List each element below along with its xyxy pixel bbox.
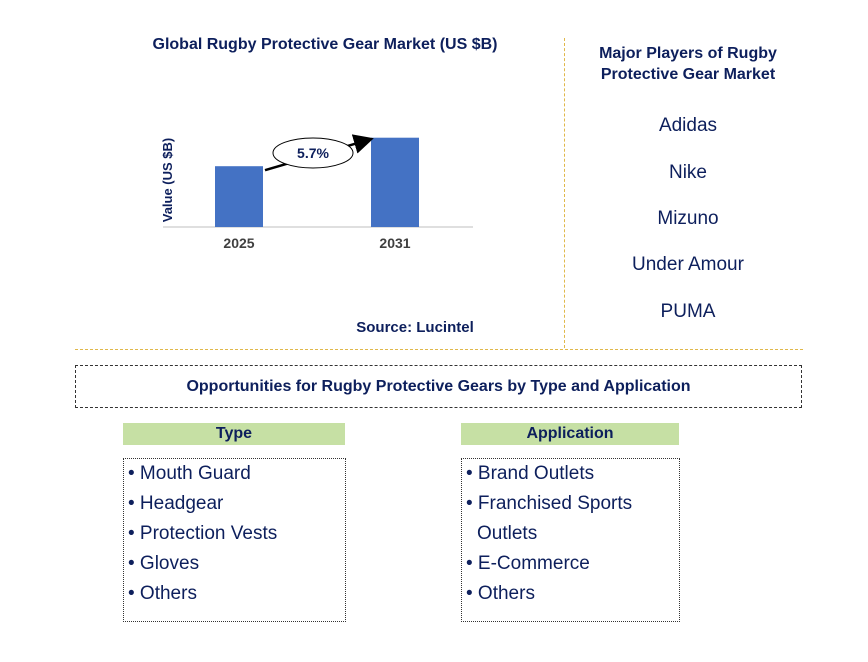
type-list: • Mouth Guard • Headgear • Protection Ve… bbox=[123, 458, 346, 622]
bar-2031 bbox=[371, 137, 419, 227]
list-item: • Others bbox=[466, 583, 535, 604]
list-item: Outlets bbox=[477, 523, 538, 544]
list-item: • Brand Outlets bbox=[466, 463, 595, 484]
y-axis-label: Value (US $B) bbox=[160, 138, 175, 223]
x-tick-label: 2031 bbox=[379, 235, 410, 251]
player-mizuno: Mizuno bbox=[657, 208, 719, 229]
players-title: Major Players of Rugby Protective Gear M… bbox=[599, 45, 777, 83]
list-item: • Franchised Sports bbox=[466, 493, 633, 514]
bar-2025 bbox=[215, 166, 263, 227]
player-nike: Nike bbox=[668, 162, 707, 183]
player-under-amour: Under Amour bbox=[632, 254, 744, 275]
application-header: Application bbox=[461, 423, 679, 445]
source-label: Source: Lucintel bbox=[356, 319, 474, 336]
player-puma: PUMA bbox=[660, 301, 716, 322]
list-item: • Mouth Guard bbox=[128, 463, 251, 484]
application-list: • Brand Outlets • Franchised Sports Outl… bbox=[461, 458, 680, 622]
opportunities-title: Opportunities for Rugby Protective Gears… bbox=[75, 365, 802, 408]
cagr-label: 5.7% bbox=[297, 145, 329, 161]
player-adidas: Adidas bbox=[658, 115, 718, 136]
list-item: • Gloves bbox=[128, 553, 200, 574]
list-item: • Headgear bbox=[128, 493, 224, 514]
x-tick-label: 2025 bbox=[223, 235, 254, 251]
type-header: Type bbox=[123, 423, 345, 445]
cagr-bubble bbox=[272, 137, 354, 169]
list-item: • E-Commerce bbox=[466, 553, 590, 574]
opportunities-title-text: Opportunities for Rugby Protective Gears… bbox=[186, 377, 691, 395]
vertical-divider bbox=[564, 38, 565, 348]
list-item: • Others bbox=[128, 583, 197, 604]
list-item: • Protection Vests bbox=[128, 523, 278, 544]
horizontal-divider bbox=[75, 349, 803, 350]
chart-title: Global Rugby Protective Gear Market (US … bbox=[152, 36, 498, 53]
